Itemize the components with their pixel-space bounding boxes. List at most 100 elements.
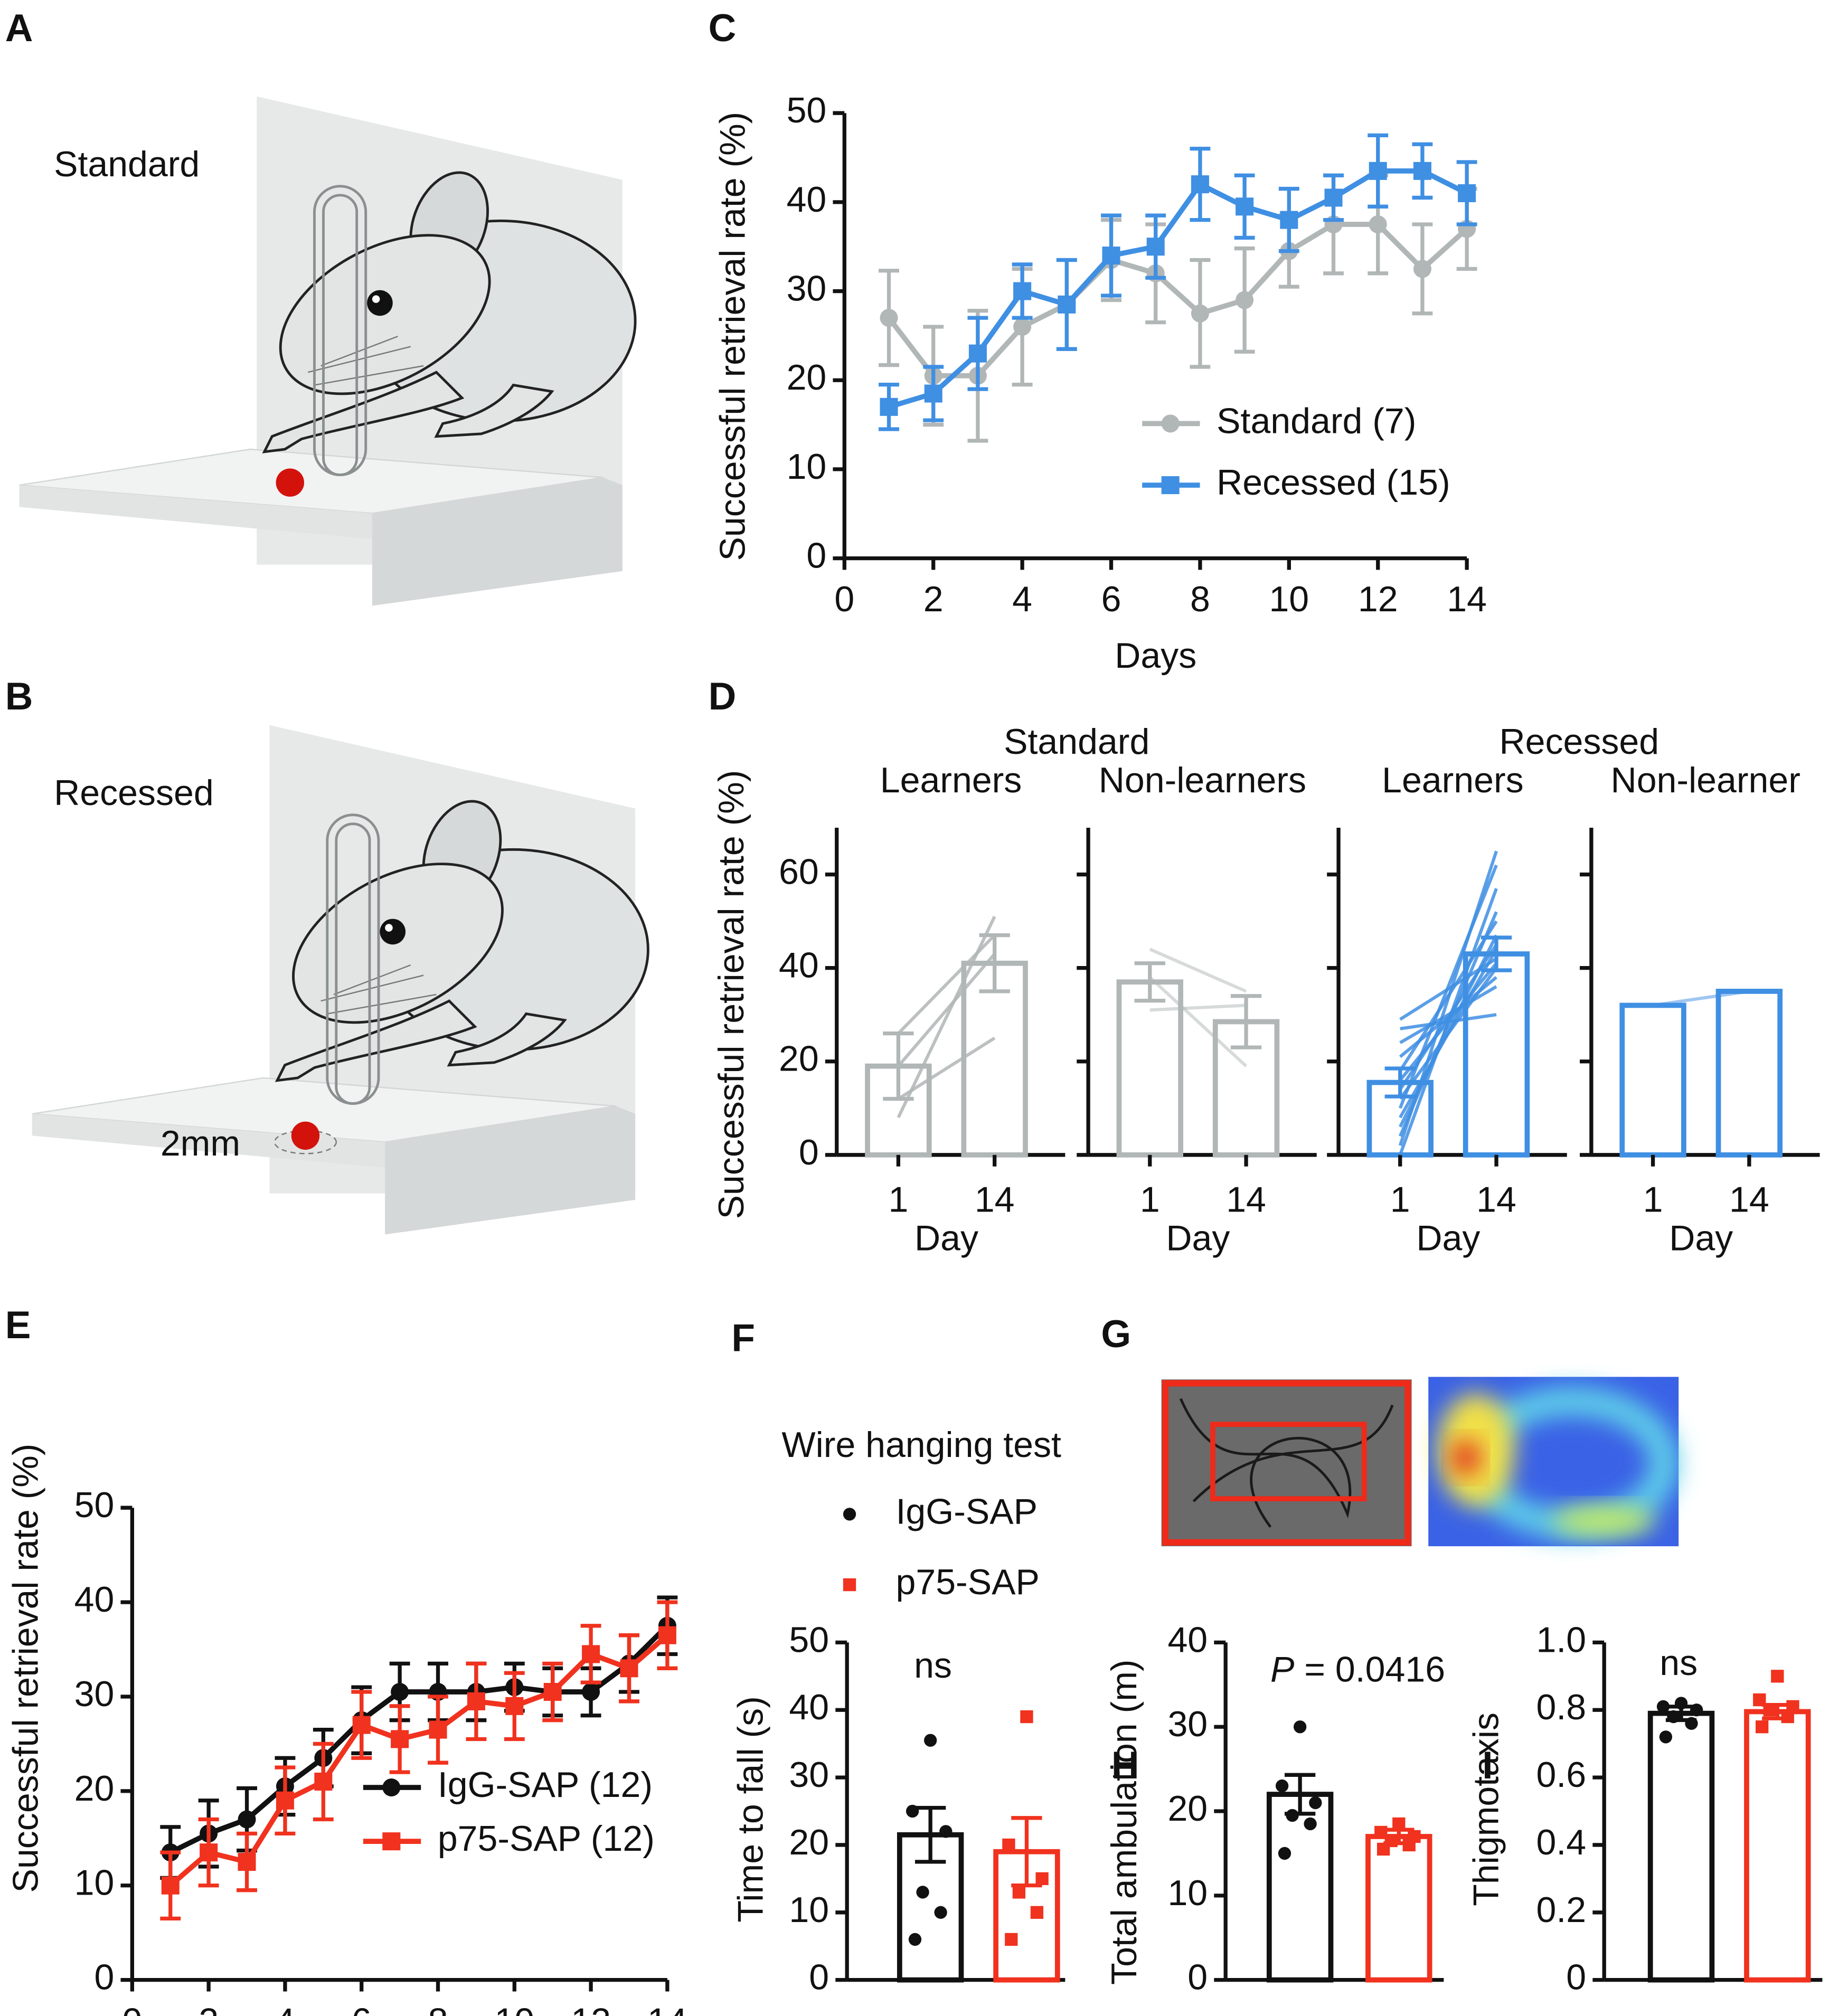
open-field-heatmap [1428,1377,1679,1547]
y-tick-label: 50 [789,1620,829,1660]
x-tick-label: 14 [975,1180,1015,1220]
legend-label: IgG-SAP (12) [438,1765,653,1805]
x-axis-label: Days [1115,636,1196,676]
marker [1236,291,1254,309]
marker [352,1716,371,1734]
panel-letter: D [709,675,737,718]
marker [1458,184,1476,203]
marker [968,344,987,363]
y-tick-label: 30 [789,1755,829,1795]
y-tick-label: 0 [94,1957,114,1998]
x-axis-label: Day [914,1218,978,1258]
marker [238,1853,256,1871]
bar [1715,989,1783,1158]
x-tick-label: 6 [352,2001,372,2016]
marker [880,397,898,416]
marker [658,1626,676,1644]
bar [1744,1709,1811,1983]
marker [1402,1838,1416,1852]
marker [1763,1703,1776,1717]
x-tick-label: 14 [647,2001,687,2016]
marker [1013,282,1032,300]
x-tick-label: 12 [1358,579,1398,619]
x-tick-label: 2 [199,2001,219,2016]
marker [1667,1710,1680,1724]
marker [1102,247,1120,265]
marker [238,1810,256,1829]
marker [906,1804,919,1818]
y-tick-label: 0 [1566,1957,1586,1998]
marker [200,1843,218,1862]
pellet [276,468,305,497]
y-tick-label: 40 [74,1579,115,1620]
panel-letter: F [731,1317,755,1359]
marker [880,309,898,327]
y-tick-label: 20 [787,357,827,397]
marker [924,384,942,403]
y-tick-label: 0.6 [1536,1755,1587,1795]
y-axis-label: Successful retrieval rate (%) [711,770,751,1219]
x-tick-label: 1 [1643,1180,1663,1220]
y-axis-label: Thigmotaxis [1466,1712,1506,1906]
y-axis-label: Total ambulation (m) [1104,1659,1144,1984]
illustration-label: Standard [54,144,200,184]
y-axis-label: Time to fall (s) [731,1696,771,1922]
y-tick-label: 1.0 [1536,1620,1587,1660]
x-axis-label: Day [1166,1218,1230,1258]
marker [1324,188,1343,207]
x-tick-label: 14 [1226,1180,1266,1220]
marker [1012,1886,1026,1899]
marker [916,1886,929,1899]
marker [505,1697,524,1715]
individual-line [1149,1004,1247,1012]
marker [582,1645,600,1663]
marker [1286,1809,1299,1822]
marker [1161,476,1180,495]
depth-label: 2mm [161,1123,240,1163]
marker [1275,1779,1289,1793]
x-tick-label: 1 [1140,1180,1160,1220]
y-tick-label: 40 [789,1687,829,1727]
marker [908,1933,922,1946]
marker [1771,1670,1784,1683]
panel-title: Learners [1382,760,1524,800]
panel-title: Non-learners [1099,760,1306,800]
x-tick-label: 1 [888,1180,908,1220]
y-tick-label: 20 [789,1822,829,1862]
bar [1647,1710,1715,1983]
y-tick-label: 60 [779,852,819,892]
marker [1781,1710,1794,1724]
marker [1690,1703,1703,1717]
marker [276,1791,294,1810]
panel-title: Learners [880,760,1022,800]
y-tick-label: 20 [1167,1788,1208,1829]
individual-line [1653,989,1750,1007]
individual-line [897,953,996,1067]
marker [939,1825,953,1838]
legend-label: p75-SAP (12) [438,1819,655,1859]
y-tick-label: 10 [74,1863,115,1903]
y-tick-label: 30 [1167,1704,1208,1744]
illustration-label: Recessed [54,773,214,813]
legend-label: Recessed (15) [1217,462,1450,503]
y-tick-label: 0 [799,1132,819,1172]
marker [382,1778,401,1797]
marker [1278,1847,1291,1860]
y-tick-label: 0.2 [1536,1890,1587,1930]
x-tick-label: 0 [834,579,854,619]
marker [1413,162,1431,180]
x-tick-label: 8 [1190,579,1210,619]
marker [543,1683,562,1701]
individual-line [1399,976,1497,1058]
open-field-track [1161,1379,1412,1547]
marker [843,1578,856,1592]
marker [161,1876,180,1895]
x-tick-label: 6 [1101,579,1121,619]
marker [391,1683,409,1701]
y-tick-label: 10 [1167,1873,1208,1913]
marker [1236,197,1254,216]
x-tick-label: 14 [1476,1180,1516,1220]
marker [1659,1730,1673,1744]
bar [1365,1834,1432,1983]
y-tick-label: 20 [74,1768,115,1809]
